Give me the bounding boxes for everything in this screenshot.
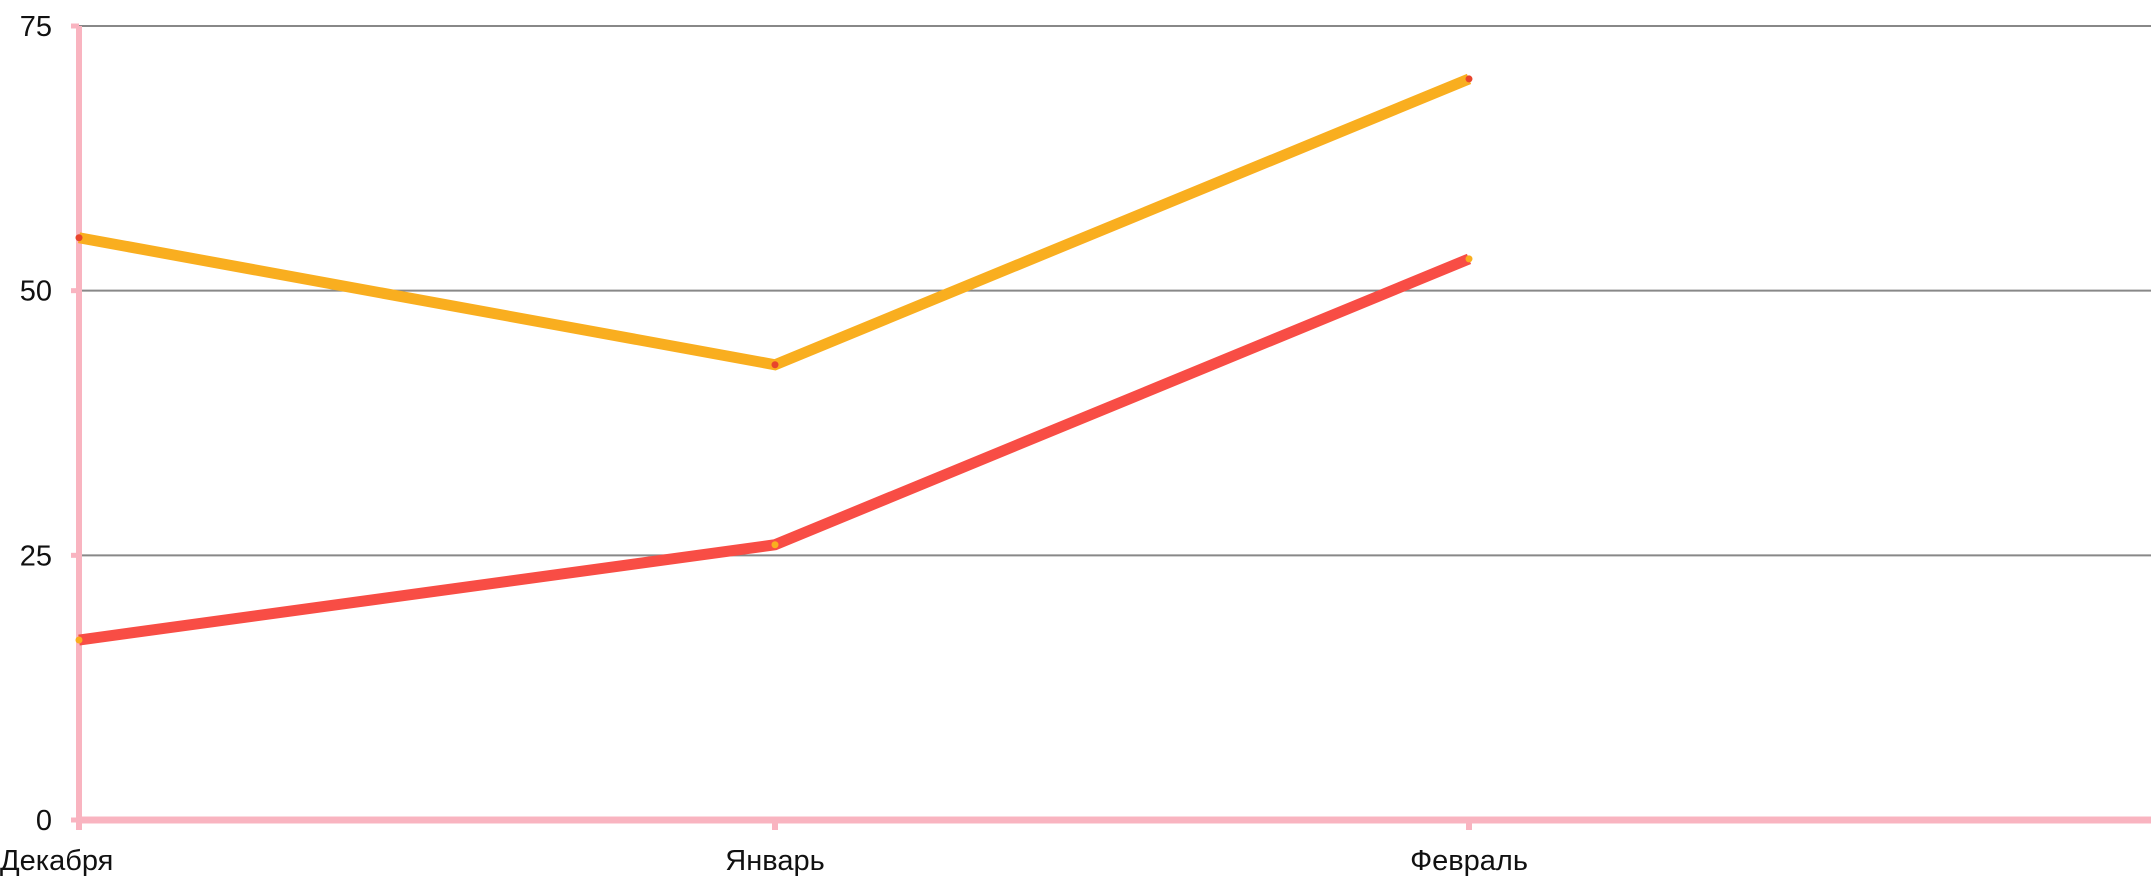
data-point-s2-2	[771, 541, 779, 549]
data-point-s2-1	[75, 636, 83, 644]
y-tick-label: 50	[20, 276, 52, 308]
axes	[71, 23, 2151, 830]
gridlines	[79, 25, 2151, 557]
x-tick-label: Февраль	[1410, 845, 1528, 877]
tick-labels: 0 25 50 75 Декабря Январь Февраль	[0, 11, 1528, 877]
y-tick-label: 75	[20, 11, 52, 43]
data-point-s1-2	[771, 361, 779, 369]
data-point-s1-1	[75, 234, 83, 242]
data-point-s2-3	[1465, 255, 1473, 263]
x-tick-label: Январь	[725, 845, 824, 877]
x-tick-label: Декабря	[0, 845, 113, 877]
y-tick-label: 0	[36, 805, 52, 837]
y-tick-label: 25	[20, 540, 52, 572]
series-line-1	[78, 73, 1472, 371]
data-point-s1-3	[1465, 75, 1473, 83]
series-line-2	[78, 253, 1472, 646]
series-lines	[75, 73, 1473, 646]
